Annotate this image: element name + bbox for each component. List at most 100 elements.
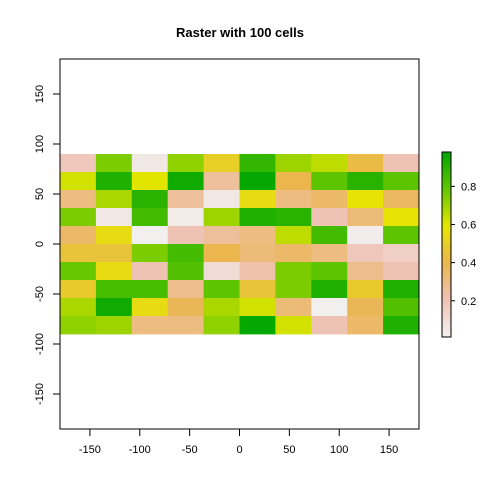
- raster-cell: [95, 244, 133, 263]
- x-tick-label: -50: [182, 444, 198, 456]
- raster-cell: [60, 172, 97, 191]
- legend-tick-label: 0.8: [461, 181, 476, 193]
- raster-cell: [167, 226, 204, 245]
- y-tick-label: -100: [34, 333, 46, 355]
- x-tick-label: -100: [129, 444, 151, 456]
- raster-cell: [383, 280, 420, 299]
- raster-cell: [275, 154, 312, 173]
- raster-cell: [167, 244, 204, 263]
- raster-cell: [95, 262, 133, 281]
- raster-cell: [131, 316, 169, 335]
- raster-cell: [383, 172, 420, 191]
- raster-cell: [275, 172, 312, 191]
- raster-cell: [311, 316, 348, 335]
- raster-cells: [60, 154, 420, 335]
- raster-cell: [60, 226, 97, 245]
- raster-cell: [275, 316, 312, 335]
- raster-cell: [203, 208, 240, 227]
- legend-tick-label: 0.6: [461, 219, 476, 231]
- x-tick-label: 0: [236, 444, 242, 456]
- raster-cell: [275, 226, 312, 245]
- y-tick-label: 50: [34, 188, 46, 200]
- raster-cell: [239, 244, 276, 263]
- raster-cell: [60, 316, 97, 335]
- raster-cell: [239, 208, 276, 227]
- raster-cell: [311, 190, 348, 209]
- raster-cell: [131, 280, 169, 299]
- raster-cell: [239, 226, 276, 245]
- raster-cell: [95, 208, 133, 227]
- raster-cell: [239, 316, 276, 335]
- color-legend: 0.2 0.4 0.6 0.8: [441, 151, 476, 338]
- x-axis: -150 -100 -50 0 50 100 150: [79, 428, 398, 456]
- raster-cell: [203, 262, 240, 281]
- raster-cell: [275, 208, 312, 227]
- raster-cell: [131, 226, 169, 245]
- raster-cell: [203, 244, 240, 263]
- x-tick-label: -150: [79, 444, 101, 456]
- raster-cell: [203, 226, 240, 245]
- raster-cell: [131, 190, 169, 209]
- raster-cell: [311, 226, 348, 245]
- legend-tick-label: 0.2: [461, 296, 476, 308]
- raster-cell: [383, 244, 420, 263]
- raster-cell: [383, 190, 420, 209]
- raster-cell: [275, 244, 312, 263]
- raster-cell: [167, 172, 204, 191]
- raster-cell: [167, 154, 204, 173]
- raster-cell: [203, 154, 240, 173]
- raster-cell: [167, 280, 204, 299]
- raster-cell: [347, 280, 384, 299]
- raster-cell: [311, 244, 348, 263]
- raster-cell: [347, 226, 384, 245]
- raster-cell: [311, 208, 348, 227]
- raster-cell: [203, 172, 240, 191]
- legend-border: [441, 151, 452, 338]
- raster-cell: [131, 262, 169, 281]
- raster-cell: [60, 154, 97, 173]
- raster-cell: [383, 316, 420, 335]
- raster-cell: [275, 298, 312, 317]
- raster-cell: [203, 190, 240, 209]
- raster-cell: [347, 208, 384, 227]
- raster-cell: [203, 280, 240, 299]
- raster-cell: [347, 172, 384, 191]
- raster-cell: [275, 280, 312, 299]
- raster-cell: [383, 298, 420, 317]
- raster-cell: [239, 280, 276, 299]
- raster-cell: [95, 226, 133, 245]
- raster-cell: [203, 298, 240, 317]
- raster-cell: [95, 190, 133, 209]
- raster-cell: [60, 298, 97, 317]
- raster-cell: [95, 154, 133, 173]
- x-tick-label: 100: [330, 444, 348, 456]
- x-tick-label: 50: [283, 444, 295, 456]
- raster-cell: [239, 298, 276, 317]
- raster-cell: [131, 244, 169, 263]
- raster-cell: [347, 316, 384, 335]
- raster-cell: [95, 316, 133, 335]
- raster-cell: [60, 262, 97, 281]
- y-tick-label: 100: [34, 135, 46, 153]
- raster-cell: [347, 298, 384, 317]
- raster-cell: [131, 154, 169, 173]
- y-tick-label: -150: [34, 383, 46, 405]
- legend-colorbar: [442, 152, 451, 337]
- raster-cell: [239, 262, 276, 281]
- raster-cell: [347, 154, 384, 173]
- raster-cell: [167, 190, 204, 209]
- chart-title: Raster with 100 cells: [176, 25, 304, 40]
- raster-cell: [275, 190, 312, 209]
- raster-cell: [275, 262, 312, 281]
- raster-cell: [383, 262, 420, 281]
- raster-cell: [131, 298, 169, 317]
- raster-cell: [383, 226, 420, 245]
- raster-cell: [239, 190, 276, 209]
- raster-cell: [60, 190, 97, 209]
- legend-tick-label: 0.4: [461, 258, 476, 270]
- raster-cell: [167, 298, 204, 317]
- raster-cell: [311, 298, 348, 317]
- x-tick-label: 150: [380, 444, 398, 456]
- raster-cell: [167, 208, 204, 227]
- y-tick-label: 0: [34, 241, 46, 247]
